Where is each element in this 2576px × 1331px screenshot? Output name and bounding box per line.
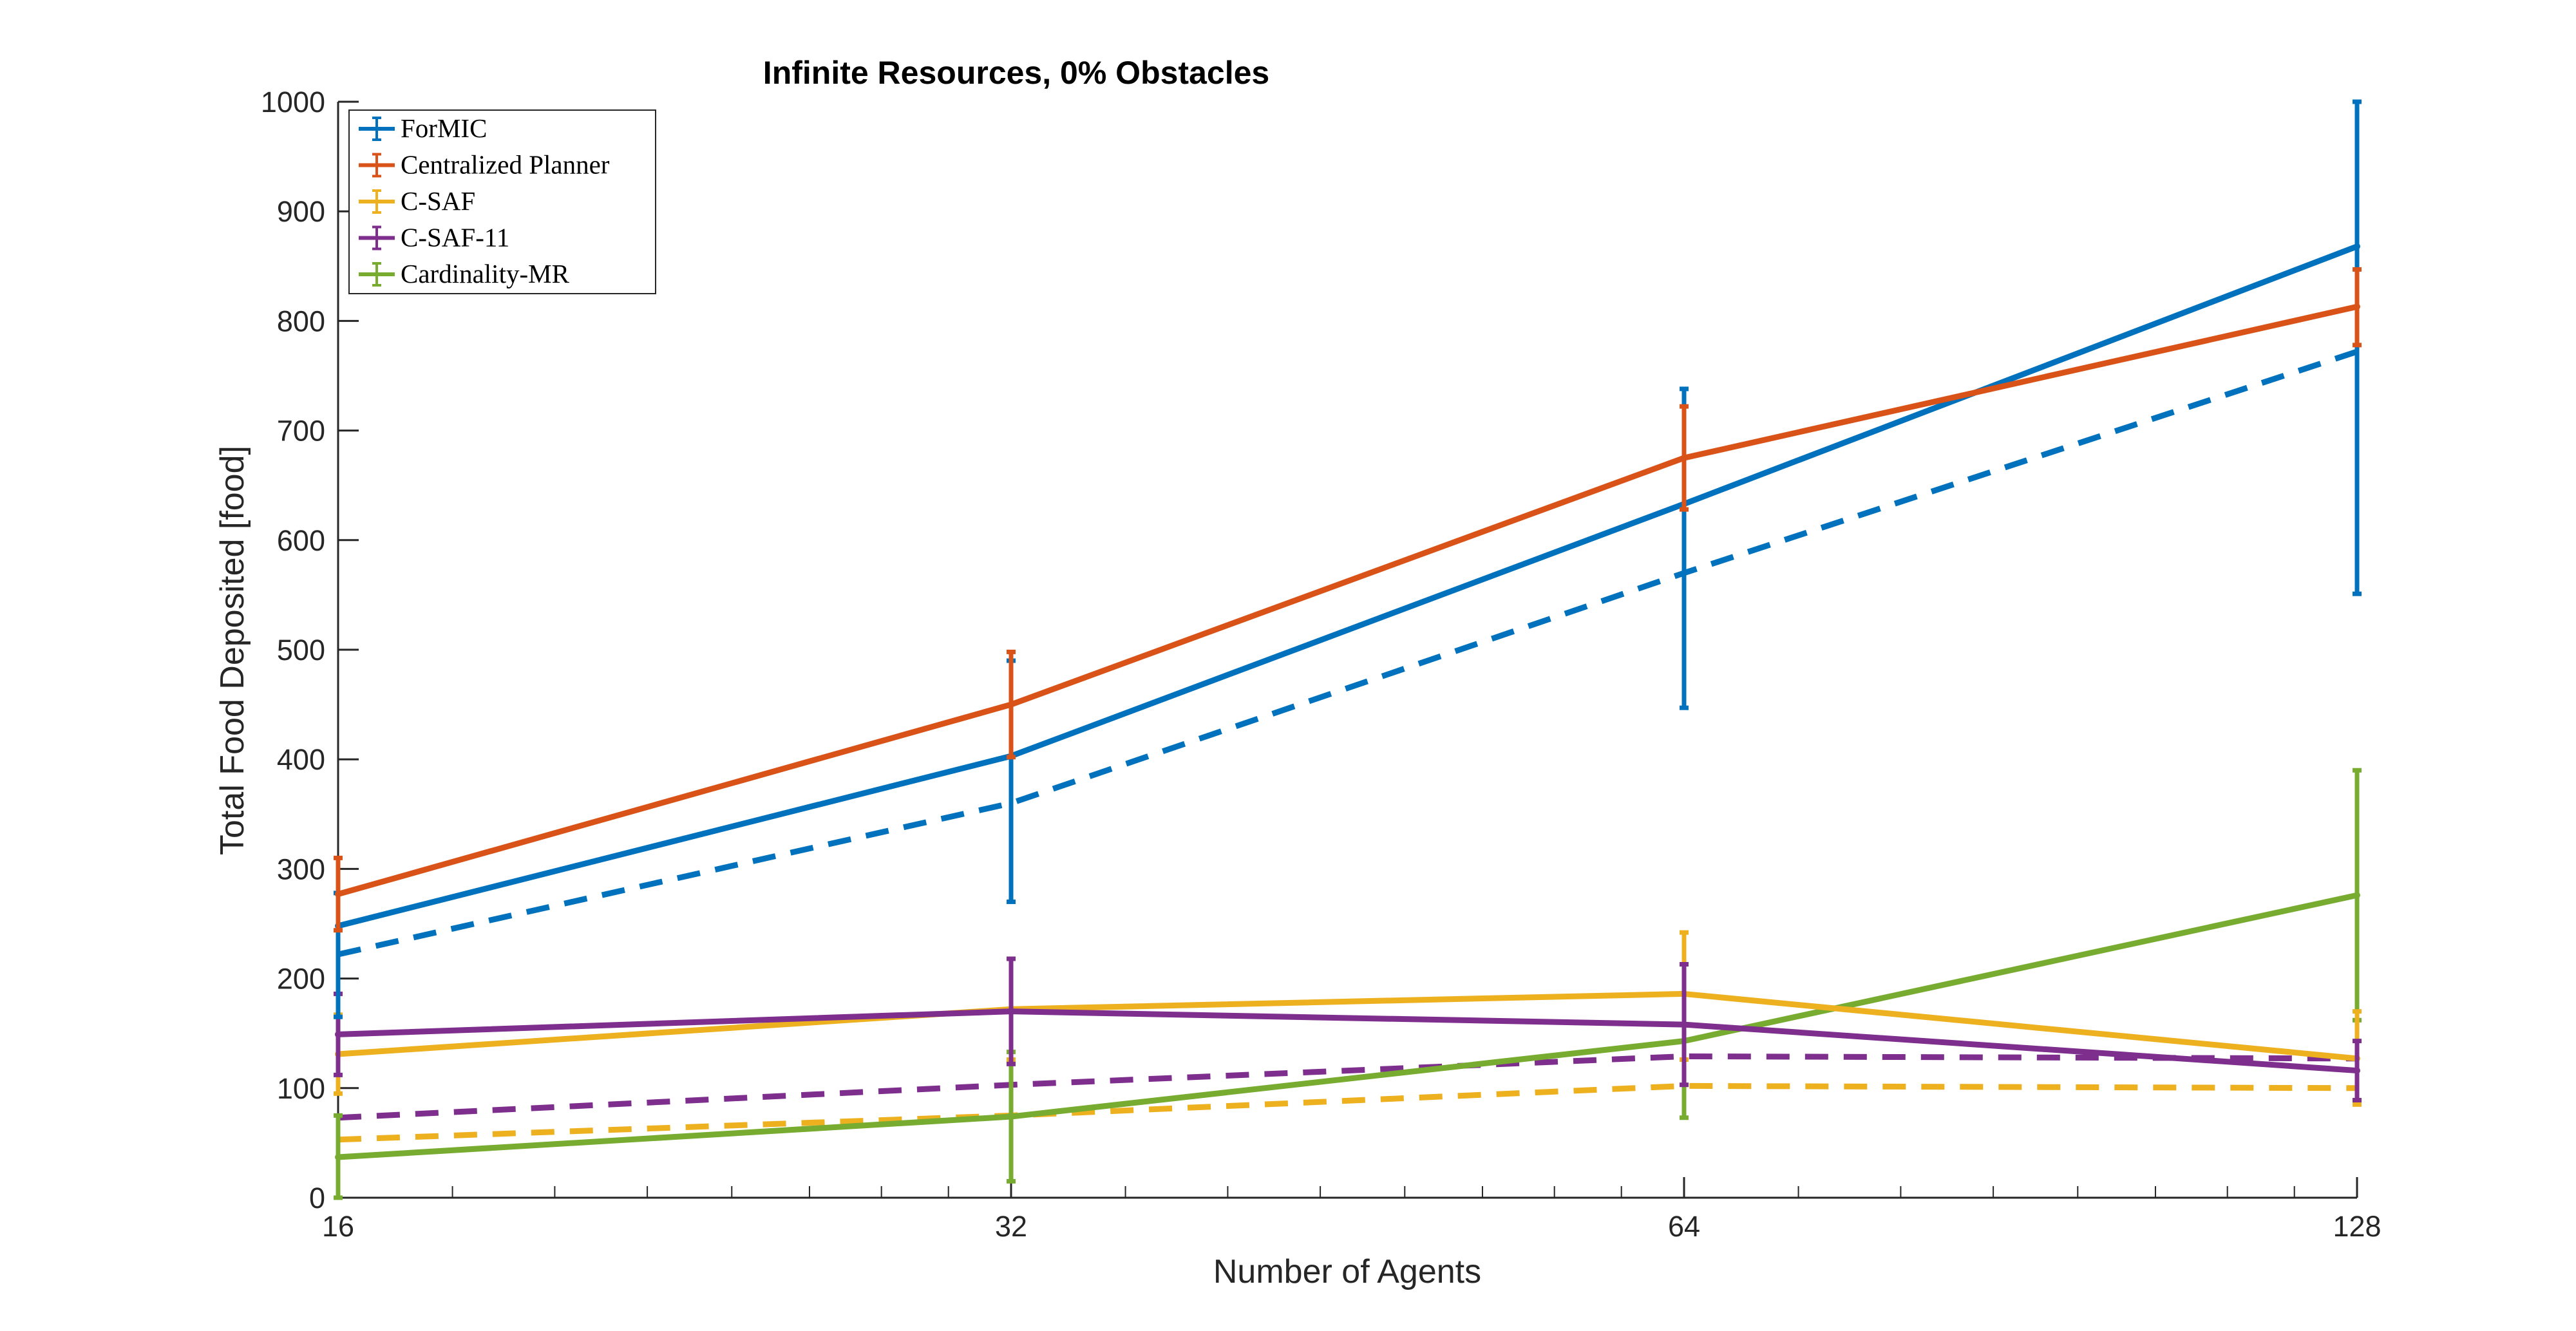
series-dashed-EDB120 xyxy=(337,1082,2358,1143)
data-point xyxy=(335,891,341,898)
data-point xyxy=(2354,243,2360,250)
series-line xyxy=(337,1082,2358,1143)
series-line xyxy=(337,348,2358,958)
x-tick-label: 128 xyxy=(2333,1210,2381,1243)
legend-box xyxy=(348,109,656,294)
legend-label: C-SAF-11 xyxy=(401,223,509,252)
y-axis-label: Total Food Deposited [food] xyxy=(214,446,251,855)
legend-label: Centralized Planner xyxy=(401,150,610,180)
y-tick-label: 1000 xyxy=(261,86,325,118)
series-dashed-0072BD xyxy=(337,348,2358,958)
chart-title: Infinite Resources, 0% Obstacles xyxy=(763,55,1269,91)
x-minor-ticks xyxy=(451,1186,2295,1198)
series-line xyxy=(337,1008,2358,1074)
y-tick-label: 900 xyxy=(277,195,325,228)
data-point xyxy=(2354,892,2360,899)
series-line xyxy=(337,990,2358,1062)
data-point xyxy=(2354,303,2360,310)
y-tick-label: 0 xyxy=(309,1182,325,1214)
y-tick-label: 800 xyxy=(277,305,325,337)
data-point xyxy=(335,1031,341,1038)
y-tick-label: 100 xyxy=(277,1072,325,1105)
series-layer xyxy=(334,99,2362,1200)
x-tick-label: 32 xyxy=(995,1210,1027,1243)
y-tick-label: 400 xyxy=(277,743,325,776)
data-point xyxy=(1008,701,1014,708)
series-line xyxy=(337,892,2358,1160)
y-tick-label: 600 xyxy=(277,524,325,557)
series-dashed-7E2F8E xyxy=(337,1053,2358,1121)
legend-label: C-SAF xyxy=(401,186,475,216)
y-tick-label: 500 xyxy=(277,634,325,666)
data-point xyxy=(1681,455,1687,462)
legend-label: ForMIC xyxy=(401,113,487,143)
series-line xyxy=(337,243,2358,929)
series-line xyxy=(337,1053,2358,1121)
x-tick-label: 16 xyxy=(322,1210,354,1243)
x-tick-label: 64 xyxy=(1668,1210,1700,1243)
series-cardinality-mr xyxy=(334,768,2362,1200)
data-point xyxy=(1008,1008,1014,1015)
data-point xyxy=(1008,1113,1014,1120)
data-point xyxy=(2354,1067,2360,1074)
y-tick-label: 200 xyxy=(277,963,325,996)
x-tick-group: 16 32 64 128 xyxy=(322,1177,2382,1243)
series-centralized-planner xyxy=(334,267,2362,933)
legend: ForMIC Centralized Planner C-SAF C-SAF-11 Ca… xyxy=(348,109,656,294)
legend-label: Cardinality-MR xyxy=(401,259,570,288)
series-line xyxy=(337,303,2358,897)
y-tick-label: 300 xyxy=(277,853,325,885)
x-axis-label: Number of Agents xyxy=(1213,1253,1481,1290)
data-point xyxy=(1681,1021,1687,1028)
data-point xyxy=(335,1154,341,1161)
y-tick-group: 0 100 200 300 400 500 600 700 800 900 1000 xyxy=(261,86,359,1214)
y-tick-label: 700 xyxy=(277,415,325,448)
